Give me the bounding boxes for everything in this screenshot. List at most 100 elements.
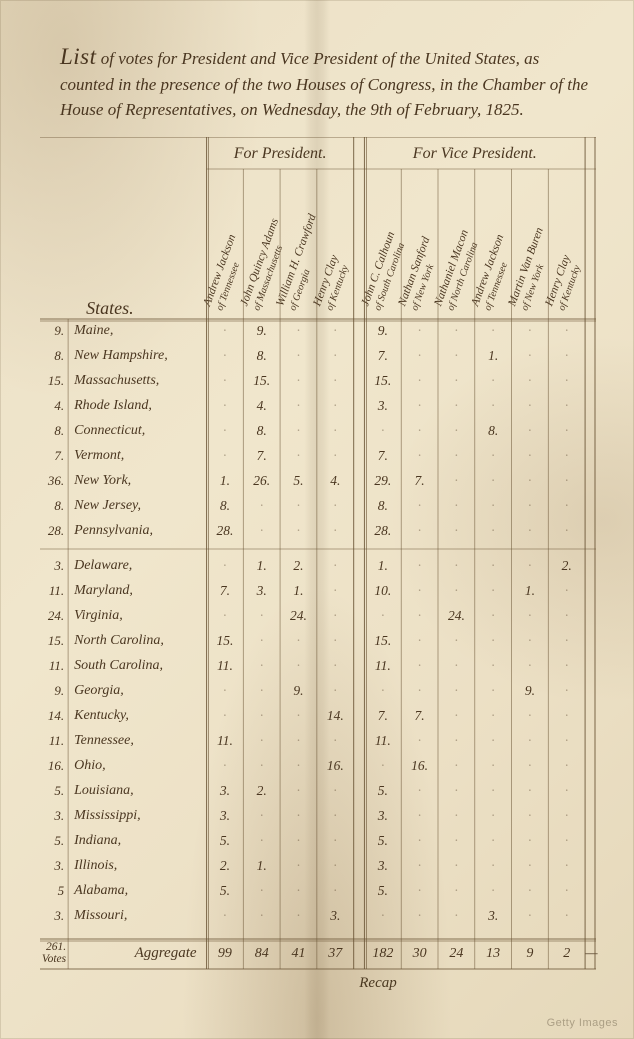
vote-cell [243, 604, 280, 629]
electoral-votes: 9. [40, 319, 68, 344]
vote-cell [243, 729, 280, 754]
electoral-votes: 7. [40, 444, 68, 469]
vote-cell [475, 469, 512, 494]
vote-cell: 9. [243, 319, 280, 344]
vote-cell [401, 879, 438, 904]
vote-cell [317, 829, 354, 854]
vote-cell: 26. [243, 469, 280, 494]
vote-cell [438, 729, 475, 754]
vote-cell [401, 829, 438, 854]
vote-cell: 8. [243, 419, 280, 444]
state-name: New York, [68, 469, 206, 494]
agg-p-3: 37 [317, 939, 354, 969]
title-lead: List [60, 44, 97, 69]
vote-cell [475, 779, 512, 804]
state-name: Alabama, [68, 879, 206, 904]
vote-cell: 3. [207, 779, 244, 804]
vote-cell [280, 519, 317, 544]
vote-cell [364, 604, 401, 629]
vote-cell [438, 804, 475, 829]
vote-cell [475, 704, 512, 729]
table-row: 36.New York,1.26.5.4.29.7. [40, 469, 596, 494]
vote-cell [280, 754, 317, 779]
watermark: Getty Images [547, 1017, 618, 1029]
vote-cell [438, 754, 475, 779]
vote-cell [401, 394, 438, 419]
agg-p-1: 84 [243, 939, 280, 969]
vote-cell [317, 394, 354, 419]
vote-cell [207, 604, 244, 629]
state-name: Louisiana, [68, 779, 206, 804]
vote-cell [317, 729, 354, 754]
vote-cell: 15. [243, 369, 280, 394]
vote-cell [243, 629, 280, 654]
vote-cell [548, 904, 585, 929]
vote-cell [364, 679, 401, 704]
vote-cell [280, 904, 317, 929]
vote-cell [243, 754, 280, 779]
table-row: 8.Connecticut,8.8. [40, 419, 596, 444]
vote-cell [280, 629, 317, 654]
agg-v-2: 24 [438, 939, 475, 969]
state-name: Kentucky, [68, 704, 206, 729]
vote-cell: 5. [364, 779, 401, 804]
vote-cell [438, 444, 475, 469]
table-row: 3.Illinois,2.1.3. [40, 854, 596, 879]
vote-cell: 14. [317, 704, 354, 729]
vote-cell [401, 904, 438, 929]
table-row: 9.Georgia,9.9. [40, 679, 596, 704]
vote-cell [438, 394, 475, 419]
vote-cell: 24. [280, 604, 317, 629]
vote-cell: 11. [364, 729, 401, 754]
vote-cell [317, 494, 354, 519]
vote-cell: 28. [207, 519, 244, 544]
state-rows-group-1: 9.Maine,9.9.8.New Hampshire,8.7.1.15.Mas… [40, 319, 596, 544]
electoral-votes: 8. [40, 494, 68, 519]
vote-cell [243, 804, 280, 829]
state-name: Pennsylvania, [68, 519, 206, 544]
vote-cell [548, 579, 585, 604]
group-vice-president: For Vice President. [364, 137, 585, 169]
state-name: New Jersey, [68, 494, 206, 519]
vote-cell [475, 854, 512, 879]
electoral-votes: 5 [40, 879, 68, 904]
agg-v-4: 9 [512, 939, 549, 969]
vote-cell: 15. [207, 629, 244, 654]
vote-cell [438, 829, 475, 854]
vote-cell [207, 394, 244, 419]
vote-cell [512, 829, 549, 854]
vote-cell [317, 879, 354, 904]
state-name: Rhode Island, [68, 394, 206, 419]
vote-cell [548, 394, 585, 419]
vote-cell [475, 804, 512, 829]
electoral-votes: 3. [40, 554, 68, 579]
vote-cell: 11. [207, 729, 244, 754]
table-row: 4.Rhode Island,4.3. [40, 394, 596, 419]
vote-cell [475, 604, 512, 629]
vote-cell [438, 494, 475, 519]
table-row: 8.New Jersey,8.8. [40, 494, 596, 519]
vote-cell [512, 654, 549, 679]
vote-cell [317, 444, 354, 469]
vote-table: For President. For Vice President. State… [40, 137, 596, 969]
vote-cell [438, 779, 475, 804]
vote-cell [512, 879, 549, 904]
table-row: 5.Louisiana,3.2.5. [40, 779, 596, 804]
agg-p-0: 99 [207, 939, 244, 969]
table-row: 5Alabama,5.5. [40, 879, 596, 904]
table-row: 14.Kentucky,14.7.7. [40, 704, 596, 729]
vote-cell: 2. [207, 854, 244, 879]
vote-cell: 5. [364, 879, 401, 904]
vote-cell: 11. [364, 654, 401, 679]
vote-cell [438, 469, 475, 494]
vote-cell [401, 729, 438, 754]
group-president: For President. [207, 137, 354, 169]
cand-vp-5: Henry Clayof Kentucky [548, 169, 585, 319]
vote-cell [401, 804, 438, 829]
state-name: North Carolina, [68, 629, 206, 654]
cand-pres-2: William H. Crawfordof Georgia [280, 169, 317, 319]
vote-cell [438, 679, 475, 704]
state-name: Connecticut, [68, 419, 206, 444]
vote-cell: 15. [364, 369, 401, 394]
table-row: 8.New Hampshire,8.7.1. [40, 344, 596, 369]
